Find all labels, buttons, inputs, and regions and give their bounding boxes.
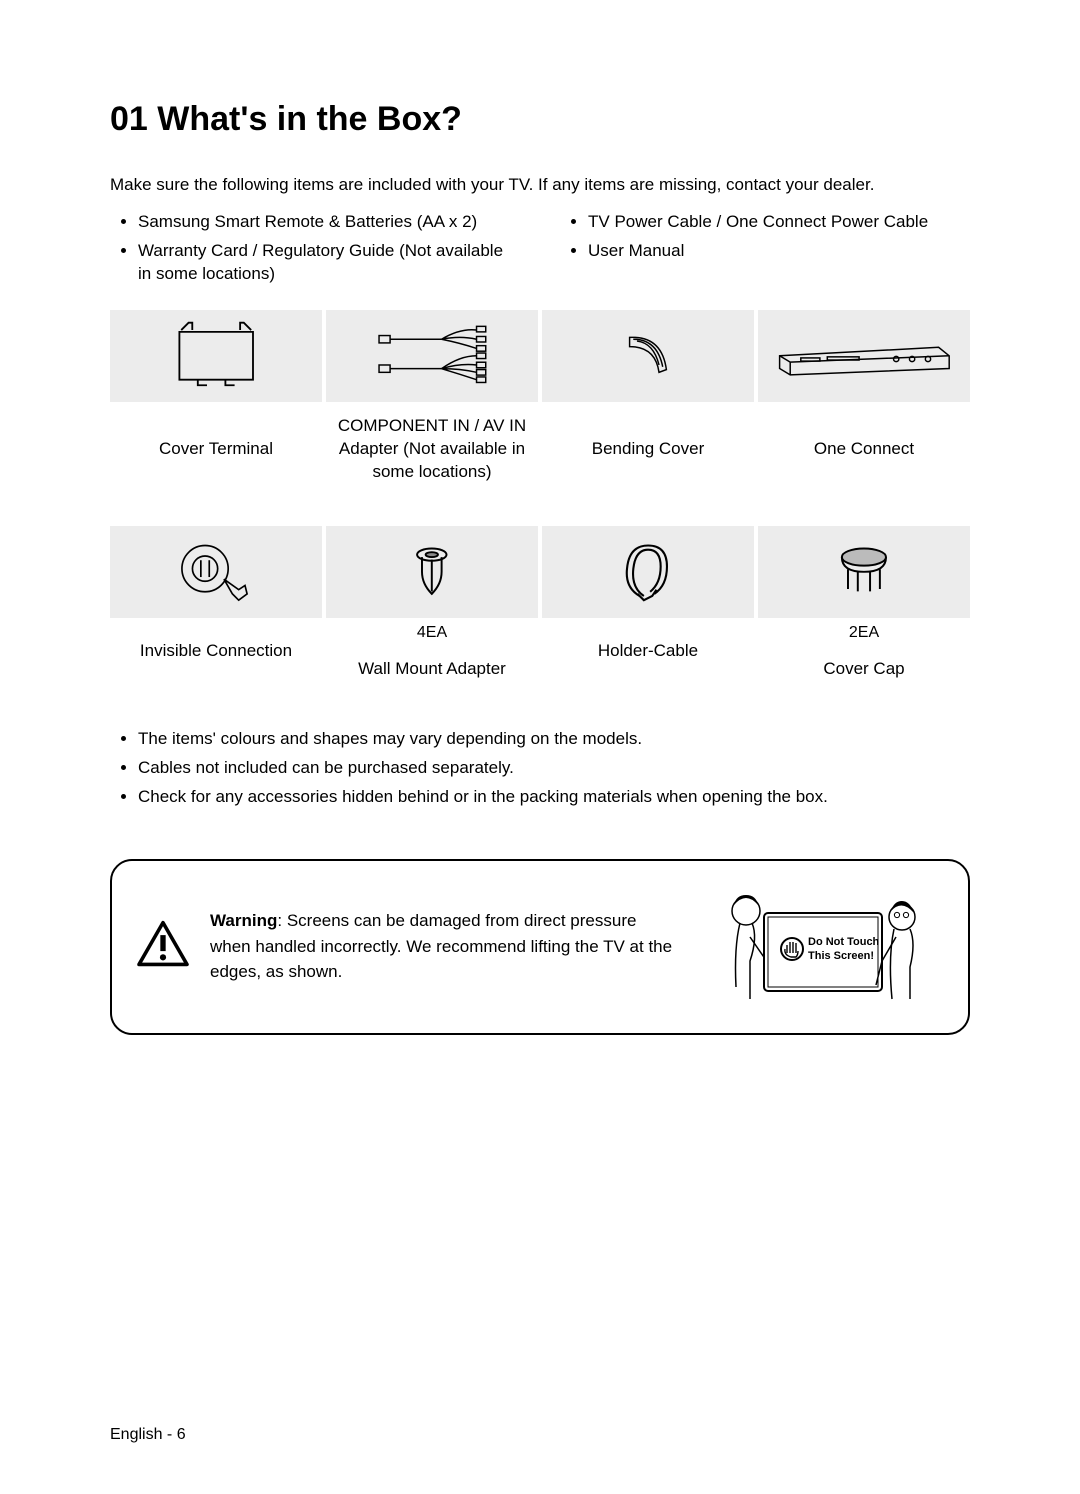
warning-box: Warning: Screens can be damaged from dir…	[110, 859, 970, 1035]
grid-cell: 2EA Cover Cap	[758, 526, 970, 688]
list-item: TV Power Cable / One Connect Power Cable	[588, 211, 970, 234]
list-item: Cables not included can be purchased sep…	[138, 757, 970, 780]
warning-figure: Do Not Touch This Screen!	[696, 887, 944, 1007]
wall-mount-adapter-icon	[326, 526, 538, 618]
grid-cell: Cover Terminal	[110, 310, 322, 486]
items-column-right: TV Power Cable / One Connect Power Cable…	[560, 211, 970, 292]
caption: One Connect	[814, 414, 914, 486]
cover-terminal-icon	[110, 310, 322, 402]
included-items-list: Samsung Smart Remote & Batteries (AA x 2…	[110, 211, 970, 292]
list-item: User Manual	[588, 240, 970, 263]
cover-cap-icon	[758, 526, 970, 618]
warning-body: : Screens can be damaged from direct pre…	[210, 911, 672, 981]
grid-cell: Invisible Connection	[110, 526, 322, 688]
list-item: Samsung Smart Remote & Batteries (AA x 2…	[138, 211, 520, 234]
accessories-grid-row2: Invisible Connection 4EA Wall Mount Adap…	[110, 526, 970, 688]
list-item: Check for any accessories hidden behind …	[138, 786, 970, 809]
grid-cell: COMPONENT IN / AV IN Adapter (Not availa…	[326, 310, 538, 486]
warning-text: Warning: Screens can be damaged from dir…	[210, 908, 676, 985]
caption: Bending Cover	[592, 414, 704, 486]
caption: Holder-Cable	[598, 638, 698, 666]
notes-list: The items' colours and shapes may vary d…	[110, 728, 970, 809]
caption: Cover Cap	[823, 656, 904, 684]
warning-bold: Warning	[210, 911, 277, 930]
quantity: 2EA	[849, 624, 879, 642]
intro-text: Make sure the following items are includ…	[110, 175, 970, 195]
caption: Cover Terminal	[159, 414, 273, 486]
holder-cable-icon	[542, 526, 754, 618]
grid-cell: One Connect	[758, 310, 970, 486]
one-connect-icon	[758, 310, 970, 402]
component-adapter-icon	[326, 310, 538, 402]
do-not-touch-label: Do Not Touch	[808, 936, 880, 948]
caption: COMPONENT IN / AV IN Adapter (Not availa…	[326, 414, 538, 486]
list-item: The items' colours and shapes may vary d…	[138, 728, 970, 751]
grid-cell: Holder-Cable	[542, 526, 754, 688]
warning-triangle-icon	[136, 920, 190, 973]
this-screen-label: This Screen!	[808, 950, 874, 962]
invisible-connection-icon	[110, 526, 322, 618]
list-item: Warranty Card / Regulatory Guide (Not av…	[138, 240, 520, 286]
page-footer: English - 6	[110, 1426, 186, 1444]
items-column-left: Samsung Smart Remote & Batteries (AA x 2…	[110, 211, 520, 292]
page-heading: 01 What's in the Box?	[110, 100, 970, 139]
caption: Wall Mount Adapter	[358, 656, 506, 684]
bending-cover-icon	[542, 310, 754, 402]
grid-cell: 4EA Wall Mount Adapter	[326, 526, 538, 688]
quantity: 4EA	[417, 624, 447, 642]
grid-cell: Bending Cover	[542, 310, 754, 486]
accessories-grid-row1: Cover Terminal COMPONENT IN / AV IN Adap…	[110, 310, 970, 486]
caption: Invisible Connection	[140, 638, 292, 666]
